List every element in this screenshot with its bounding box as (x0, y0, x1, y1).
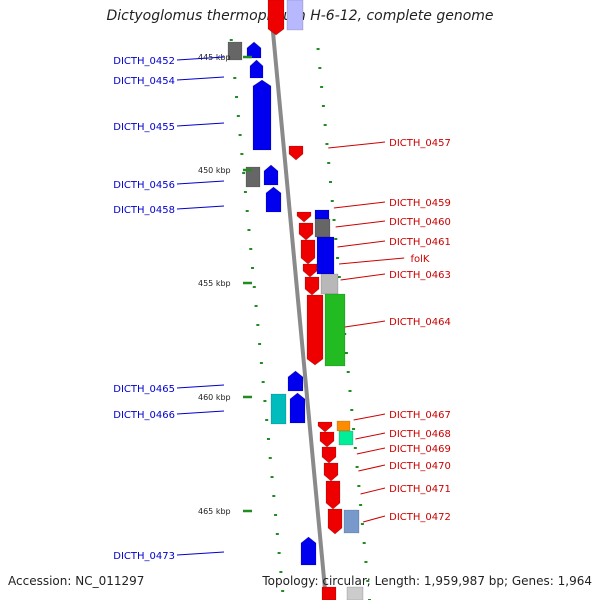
gene-feature (288, 145, 304, 161)
gene-feature (300, 239, 316, 265)
gene-label: DICTH_0465 (113, 384, 175, 395)
gene-feature (321, 586, 337, 600)
gene-feature (227, 41, 243, 61)
scale-label: 465 kbp (198, 507, 231, 516)
label-leader (176, 410, 225, 415)
scale-label: 450 kbp (198, 166, 231, 175)
scale-label: 460 kbp (198, 393, 231, 402)
gene-feature (289, 392, 306, 424)
gene-feature (298, 222, 314, 241)
gene-feature (306, 294, 324, 366)
gene-label: DICTH_0467 (389, 410, 451, 421)
label-leader (363, 515, 386, 523)
gene-label: folK (411, 254, 430, 265)
gene-label: DICTH_0470 (389, 461, 451, 472)
gene-feature (246, 41, 262, 59)
label-leader (176, 551, 225, 556)
gene-feature (323, 462, 339, 482)
gene-label: DICTH_0454 (113, 76, 175, 87)
label-leader (356, 447, 386, 455)
gene-feature (325, 480, 341, 510)
gene-label: DICTH_0457 (389, 138, 451, 149)
gene-feature (336, 420, 351, 432)
forward-gene-labels: DICTH_0452 DICTH_0454 DICTH_0455 DICTH_0456… (113, 56, 225, 562)
gene-feature (270, 393, 287, 425)
gene-feature (286, 0, 304, 31)
accession-text: Accession: NC_011297 (8, 574, 145, 588)
reverse-gene-labels: DICTH_0457 DICTH_0459 DICTH_0460 DICTH_0461… (328, 138, 451, 523)
label-leader (328, 141, 386, 149)
gene-feature (314, 218, 331, 238)
gene-feature (327, 508, 343, 535)
label-leader (176, 384, 225, 389)
gene-label: DICTH_0473 (113, 551, 175, 562)
gene-feature (343, 509, 360, 534)
gene-feature (287, 370, 304, 392)
label-leader (344, 320, 386, 328)
genome-backbone (268, 0, 328, 600)
gene-feature (245, 166, 261, 188)
label-leader (176, 205, 225, 210)
label-leader (358, 464, 386, 472)
gene-feature (300, 536, 317, 566)
gene-label: DICTH_0461 (389, 237, 451, 248)
gene-label: DICTH_0469 (389, 444, 451, 455)
label-leader (176, 180, 225, 185)
gene-feature (304, 276, 320, 296)
label-leader (176, 56, 225, 61)
label-leader (337, 240, 386, 248)
gene-feature (296, 211, 312, 223)
gene-feature (316, 236, 335, 275)
gene-feature (263, 164, 279, 186)
gene-label: DICTH_0464 (389, 317, 451, 328)
gene-label: DICTH_0468 (389, 429, 451, 440)
label-leader (353, 413, 386, 421)
label-leader (339, 257, 405, 265)
gene-label: DICTH_0459 (389, 198, 451, 209)
label-leader (176, 122, 225, 127)
label-leader (176, 76, 225, 81)
gene-label: DICTH_0463 (389, 270, 451, 281)
gene-feature (314, 209, 330, 220)
gene-feature (302, 263, 318, 278)
gene-feature (319, 431, 335, 448)
tick-marks (229, 39, 371, 600)
label-leader (360, 487, 386, 495)
gene-label: DICTH_0452 (113, 56, 175, 67)
gene-feature (320, 273, 339, 295)
gene-feature (249, 59, 264, 79)
gene-label: DICTH_0471 (389, 484, 451, 495)
gene-feature (252, 79, 272, 151)
gene-feature (317, 421, 333, 433)
gene-label: DICTH_0460 (389, 217, 451, 228)
label-leader (333, 201, 386, 209)
gene-feature (265, 186, 282, 213)
gene-label: DICTH_0456 (113, 180, 175, 191)
label-leader (335, 220, 386, 228)
topology-text: Topology: circular; Length: 1,959,987 bp… (262, 574, 592, 588)
gene-feature (338, 430, 354, 446)
scale-label: 455 kbp (198, 279, 231, 288)
label-leader (340, 273, 386, 281)
gene-feature (267, 0, 285, 36)
label-leader (355, 432, 386, 440)
gene-label: DICTH_0458 (113, 205, 175, 216)
gene-feature (321, 446, 337, 464)
gene-feature (346, 586, 364, 600)
feature-blocks (227, 0, 364, 600)
gene-label: DICTH_0455 (113, 122, 175, 133)
gene-label: DICTH_0472 (389, 512, 451, 523)
gene-label: DICTH_0466 (113, 410, 175, 421)
gene-feature (324, 293, 346, 367)
